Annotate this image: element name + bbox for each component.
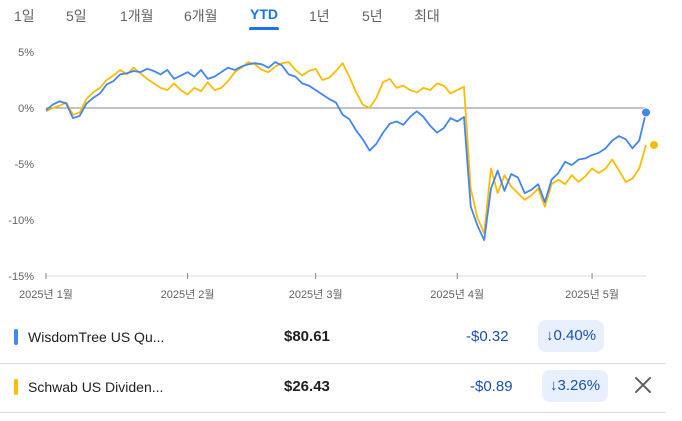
y-tick-label: -5% (14, 159, 34, 171)
x-tick-label: 2025년 4월 (430, 288, 484, 301)
active-tab-underline (249, 27, 279, 30)
y-tick-label: -15% (8, 271, 34, 283)
x-tick-label: 2025년 5월 (565, 288, 619, 301)
series-line (45, 61, 647, 242)
series-line (45, 61, 647, 235)
close-icon[interactable] (632, 374, 654, 396)
change-value: -$0.89 (470, 378, 513, 395)
price-value: $80.61 (284, 328, 330, 345)
y-tick-label: -10% (8, 215, 34, 227)
percent-change-badge: ↓3.26% (542, 370, 609, 402)
series-end-marker (641, 107, 651, 118)
tab-ytd[interactable]: YTD (250, 6, 278, 22)
series-end-marker (649, 139, 659, 150)
tab-5d[interactable]: 5일 (66, 8, 87, 24)
x-tick-label: 2025년 1월 (19, 288, 73, 301)
price-value: $26.43 (284, 378, 330, 395)
x-tick-label: 2025년 3월 (289, 288, 343, 301)
time-range-tabs: 1일 5일 1개월 6개월 YTD 1년 5년 최대 (0, 0, 682, 30)
x-tick-label: 2025년 2월 (161, 288, 215, 301)
tab-max[interactable]: 최대 (414, 8, 440, 24)
series-color-swatch (14, 329, 18, 345)
arrow-down-icon: ↓ (546, 327, 554, 344)
percent-change-value: 3.26% (557, 377, 601, 394)
change-value: -$0.32 (466, 328, 509, 345)
percent-change-badge: ↓0.40% (538, 320, 605, 352)
series-color-swatch (14, 379, 18, 395)
tab-6m[interactable]: 6개월 (184, 8, 218, 24)
arrow-down-icon: ↓ (550, 377, 558, 394)
series-name: Schwab US Dividen... (28, 379, 164, 395)
row-divider (0, 363, 666, 364)
tab-5y[interactable]: 5년 (362, 8, 383, 24)
legend-row-wisdomtree[interactable]: WisdomTree US Qu... $80.61 -$0.32 ↓0.40% (0, 314, 682, 362)
percent-change-value: 0.40% (553, 327, 597, 344)
legend-row-schwab[interactable]: Schwab US Dividen... $26.43 -$0.89 ↓3.26… (0, 364, 682, 412)
y-tick-label: 5% (18, 47, 34, 59)
tab-1m[interactable]: 1개월 (120, 8, 154, 24)
series-name: WisdomTree US Qu... (28, 329, 165, 345)
comparison-line-chart: 5% 0% -5% -10% -15% 2025년 1월 2025년 2월 2025년 3월 2… (8, 47, 659, 301)
y-tick-label: 0% (18, 103, 34, 115)
tab-1y[interactable]: 1년 (309, 8, 330, 24)
row-divider (0, 412, 666, 413)
tab-1d[interactable]: 1일 (14, 8, 35, 24)
